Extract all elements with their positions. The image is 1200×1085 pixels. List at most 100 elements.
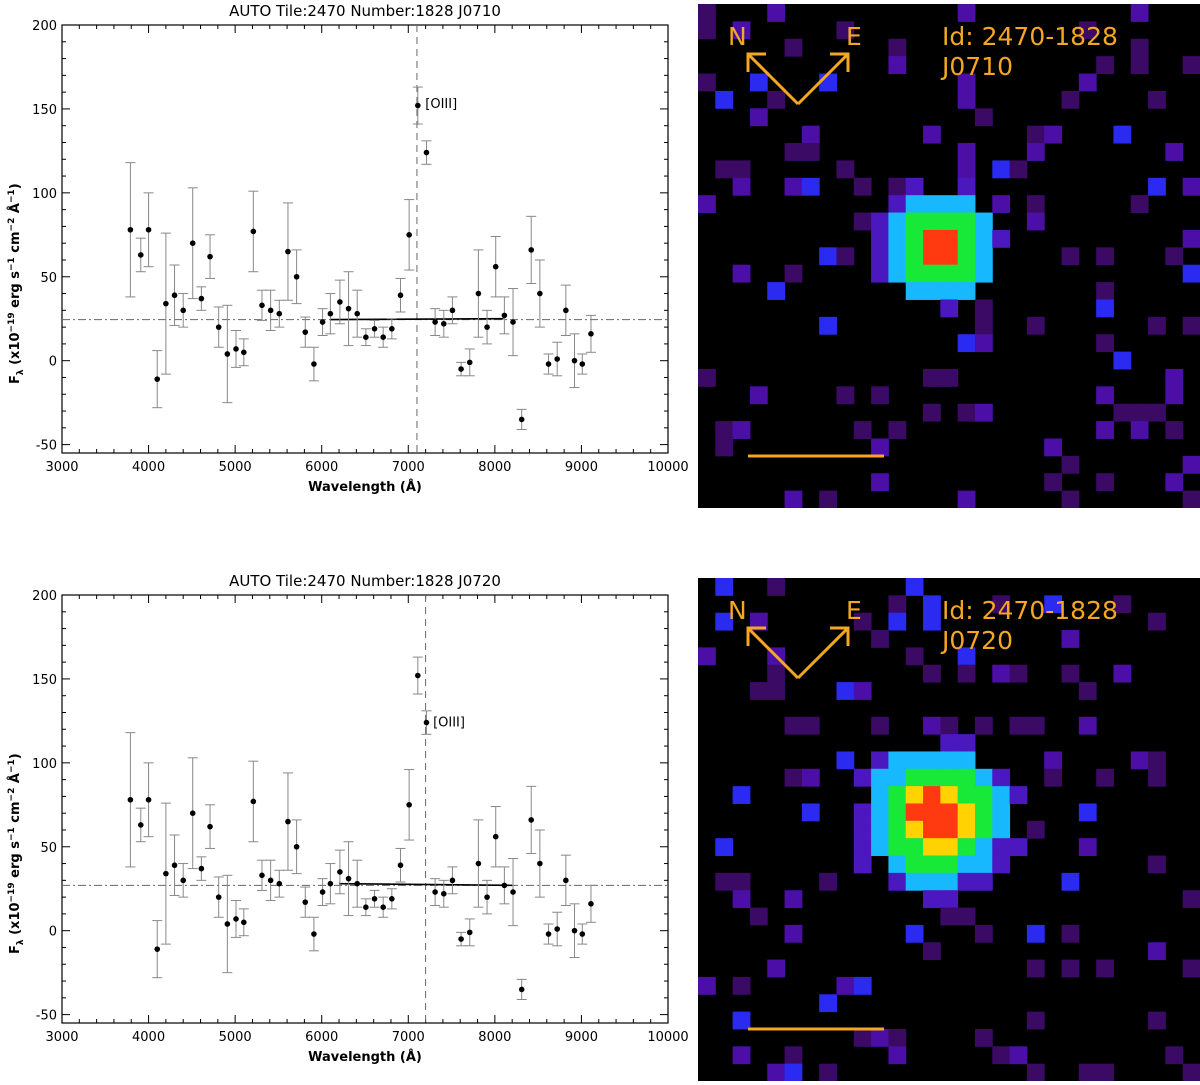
- data-point: [510, 889, 516, 895]
- image-pixel: [923, 890, 941, 909]
- image-pixel: [1044, 473, 1063, 492]
- image-pixel: [957, 647, 976, 666]
- image-pixel: [1096, 768, 1114, 787]
- data-point: [484, 324, 490, 330]
- image-pixel: [888, 247, 907, 266]
- data-point: [337, 299, 343, 305]
- data-point: [406, 232, 412, 238]
- image-pixel: [871, 716, 889, 735]
- image-pixel: [801, 125, 820, 144]
- image-pixel: [992, 160, 1011, 179]
- image-pixel: [1182, 455, 1200, 474]
- data-point: [440, 320, 447, 327]
- image-pixel: [1026, 716, 1045, 735]
- image-pixel: [923, 403, 941, 422]
- image-pixel: [905, 578, 924, 596]
- image-pixel: [923, 751, 941, 770]
- image-pixel: [888, 177, 907, 196]
- image-pixel: [888, 872, 907, 891]
- data-point: [449, 307, 456, 314]
- image-pixel: [974, 334, 993, 353]
- image-pixel: [974, 316, 993, 335]
- data-point: [276, 310, 283, 317]
- chart-title: AUTO Tile:2470 Number:1828 J0720: [229, 572, 501, 590]
- image-pixel: [940, 282, 959, 300]
- y-tick-label: 50: [40, 841, 57, 856]
- data-point: [207, 253, 213, 260]
- image-pixel: [974, 716, 993, 735]
- image-pixel: [940, 786, 959, 804]
- image-pixel: [974, 768, 993, 787]
- image-pixel: [871, 264, 889, 283]
- data-point: [311, 931, 317, 937]
- image-pixel: [992, 820, 1011, 839]
- image-pixel: [905, 803, 924, 822]
- image-pixel: [1096, 386, 1114, 405]
- data-point: [241, 349, 247, 356]
- image-pixel: [940, 872, 959, 891]
- image-pixel: [905, 768, 924, 787]
- image-pixel: [940, 907, 959, 926]
- image-pixel: [1182, 229, 1200, 248]
- image-pixel: [957, 73, 976, 92]
- image-pixel: [992, 595, 1011, 614]
- image-pixel: [888, 56, 907, 75]
- image-pixel: [871, 838, 889, 857]
- image-pixel: [888, 195, 907, 214]
- image-pixel: [940, 264, 959, 283]
- image-pixel: [888, 612, 907, 631]
- spectrum-plot-j0720: AUTO Tile:2470 Number:1828 J0720 3000 4000…: [0, 570, 690, 1070]
- image-pixel: [1061, 247, 1080, 266]
- data-point: [127, 796, 134, 803]
- image-pixel: [853, 212, 872, 231]
- image-pixel: [871, 630, 889, 648]
- image-pixel: [1165, 368, 1184, 387]
- object-id-label: Id: 2470-1828: [942, 22, 1118, 51]
- image-pixel: [1026, 212, 1045, 231]
- x-tick-label: 8000: [478, 460, 511, 475]
- image-pixel: [1148, 90, 1166, 109]
- data-point: [154, 946, 161, 952]
- spectrum-chart-j0720: AUTO Tile:2470 Number:1828 J0720 3000 4000…: [7, 572, 689, 1065]
- image-pixel: [940, 751, 959, 770]
- image-pixel: [732, 177, 751, 196]
- data-point: [198, 295, 205, 302]
- image-pixel: [1130, 421, 1149, 439]
- image-pixel: [974, 803, 993, 822]
- image-pixel: [801, 177, 820, 196]
- y-axis-label: Fλ (x10−19 erg s−1 cm−2 Å−1): [7, 753, 26, 954]
- image-pixel: [923, 716, 941, 735]
- y-tick-label: -50: [36, 1009, 57, 1024]
- compass-n-label: N: [728, 596, 747, 625]
- image-pixel: [784, 1046, 803, 1065]
- image-pixel: [784, 716, 803, 735]
- x-tick-label: 6000: [305, 1030, 338, 1045]
- image-pixel: [853, 976, 872, 995]
- data-point: [354, 880, 361, 887]
- image-pixel: [801, 143, 820, 161]
- image-pixel: [871, 438, 889, 457]
- image-pixel: [940, 768, 959, 787]
- image-pixel: [698, 4, 716, 22]
- image-pixel: [992, 768, 1011, 787]
- data-point: [475, 860, 482, 867]
- data-point: [545, 931, 552, 937]
- image-pixel: [992, 803, 1011, 822]
- image-pixel: [940, 803, 959, 822]
- image-pixel: [871, 820, 889, 839]
- image-pixel: [974, 855, 993, 874]
- image-pixel: [871, 473, 889, 492]
- data-point: [337, 869, 343, 875]
- image-pixel: [853, 612, 872, 631]
- image-pixel: [1061, 90, 1080, 109]
- x-tick-label: 9000: [565, 1030, 598, 1045]
- x-tick-label: 4000: [132, 460, 165, 475]
- image-pixel: [1078, 838, 1097, 857]
- data-point: [432, 319, 438, 325]
- image-pixel: [940, 229, 959, 248]
- y-tick-label: 0: [49, 925, 57, 940]
- data-point: [518, 416, 525, 423]
- image-pixel: [923, 264, 941, 283]
- plot-frame: [61, 594, 669, 1024]
- image-pixel: [992, 855, 1011, 874]
